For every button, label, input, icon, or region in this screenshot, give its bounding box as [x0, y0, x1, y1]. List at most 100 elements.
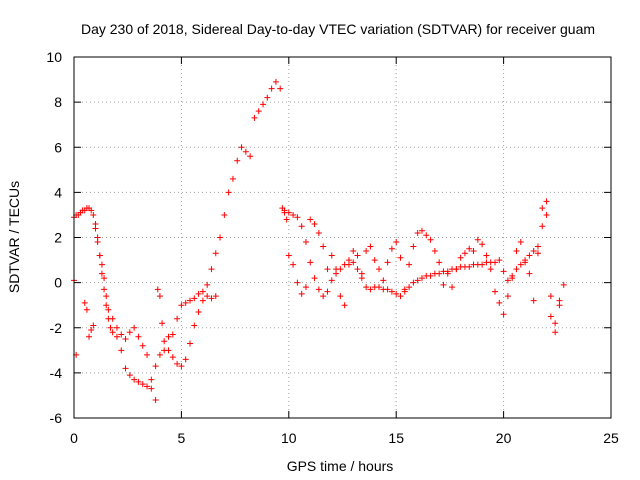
data-point [461, 250, 468, 257]
data-point [204, 281, 211, 288]
data-point [418, 227, 425, 234]
data-point [457, 254, 464, 261]
data-point [376, 284, 383, 291]
data-point [229, 175, 236, 182]
data-point [522, 259, 529, 266]
data-point [487, 266, 494, 273]
data-point [101, 275, 108, 282]
data-point [397, 293, 404, 300]
data-point [431, 248, 438, 255]
data-point [81, 299, 88, 306]
data-point [380, 277, 387, 284]
axis-ticks: 0 5 10 15 20 25 -6 -4 -2 0 2 4 6 8 10 [46, 49, 619, 446]
x-tick-label: 25 [603, 430, 619, 446]
data-point [204, 293, 211, 300]
y-tick-label: 2 [54, 230, 62, 246]
data-point [294, 279, 301, 286]
data-point [86, 333, 93, 340]
data-point [376, 266, 383, 273]
data-point [221, 211, 228, 218]
data-point [436, 259, 443, 266]
data-point [363, 284, 370, 291]
data-point [307, 259, 314, 266]
data-point [283, 216, 290, 223]
data-point [88, 327, 95, 334]
data-point [534, 243, 541, 250]
data-point [406, 284, 413, 291]
y-tick-label: 8 [54, 94, 62, 110]
data-point [238, 144, 245, 151]
data-point [539, 223, 546, 230]
data-point [212, 293, 219, 300]
y-tick-label: 0 [54, 275, 62, 291]
data-point [156, 293, 163, 300]
data-point [242, 148, 249, 155]
data-point [152, 363, 159, 370]
data-point [483, 252, 490, 259]
data-point [315, 286, 322, 293]
data-point [182, 299, 189, 306]
data-point [290, 261, 297, 268]
data-point [247, 153, 254, 160]
data-point [333, 266, 340, 273]
data-point [144, 351, 151, 358]
data-point [96, 252, 103, 259]
data-point [388, 245, 395, 252]
data-point [358, 270, 365, 277]
y-tick-label: -2 [50, 320, 63, 336]
data-point [272, 78, 279, 85]
data-point [547, 313, 554, 320]
data-point [466, 245, 473, 252]
data-point [225, 189, 232, 196]
data-point [410, 279, 417, 286]
data-point [423, 232, 430, 239]
data-point [174, 315, 181, 322]
series-2 [71, 205, 563, 403]
data-point [479, 261, 486, 268]
data-point [139, 381, 146, 388]
data-point [345, 261, 352, 268]
data-point [268, 85, 275, 92]
data-point [526, 270, 533, 277]
data-point [496, 299, 503, 306]
data-point [341, 302, 348, 309]
data-point [199, 297, 206, 304]
data-point [530, 248, 537, 255]
data-point [144, 383, 151, 390]
data-point [156, 351, 163, 358]
data-point [384, 286, 391, 293]
data-point [212, 250, 219, 257]
data-point [307, 216, 314, 223]
data-point [109, 329, 116, 336]
data-point [367, 286, 374, 293]
data-point [98, 270, 105, 277]
data-point [298, 223, 305, 230]
data-point [552, 320, 559, 327]
data-point [393, 290, 400, 297]
data-point [88, 207, 95, 214]
data-point [560, 281, 567, 288]
data-point [479, 241, 486, 248]
data-point [131, 324, 138, 331]
data-point [264, 94, 271, 101]
data-point [186, 297, 193, 304]
data-point [161, 338, 168, 345]
data-point [315, 229, 322, 236]
data-point [513, 266, 520, 273]
x-tick-label: 0 [70, 430, 78, 446]
data-point [500, 268, 507, 275]
data-point [154, 286, 161, 293]
data-point [311, 275, 318, 282]
data-point [517, 261, 524, 268]
data-point [449, 284, 456, 291]
data-point [517, 239, 524, 246]
y-tick-label: 4 [54, 184, 62, 200]
data-point [388, 288, 395, 295]
data-point [393, 239, 400, 246]
x-axis-label: GPS time / hours [287, 458, 394, 474]
data-point [169, 354, 176, 361]
data-point [159, 320, 166, 327]
data-point [302, 239, 309, 246]
data-point [547, 293, 554, 300]
data-point [492, 259, 499, 266]
